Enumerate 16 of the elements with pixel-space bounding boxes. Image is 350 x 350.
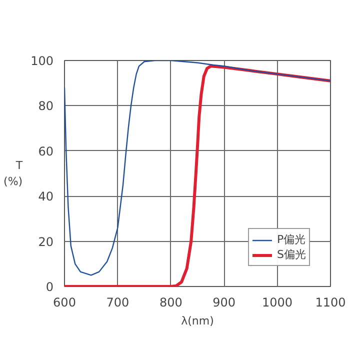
y-tick-label: 0 (46, 280, 54, 294)
x-tick-label: 1000 (262, 296, 293, 310)
y-axis-title: T (%) (4, 159, 23, 188)
x-tick-label: 600 (53, 296, 76, 310)
x-tick-label: 1100 (315, 296, 346, 310)
y-tick-label: 20 (38, 234, 54, 249)
y-tick-label: 60 (38, 144, 54, 158)
legend-label: S偏光 (277, 247, 306, 262)
y-tick-label: 80 (38, 99, 54, 114)
x-tick-label: 800 (159, 296, 182, 310)
y-tick-label: 40 (38, 190, 54, 204)
x-axis-title: λ(nm) (181, 314, 214, 328)
x-tick-label: 700 (106, 296, 130, 310)
y-tick-label: 100 (30, 54, 54, 68)
legend-label: P偏光 (277, 232, 306, 247)
x-tick-label: 900 (212, 296, 236, 310)
